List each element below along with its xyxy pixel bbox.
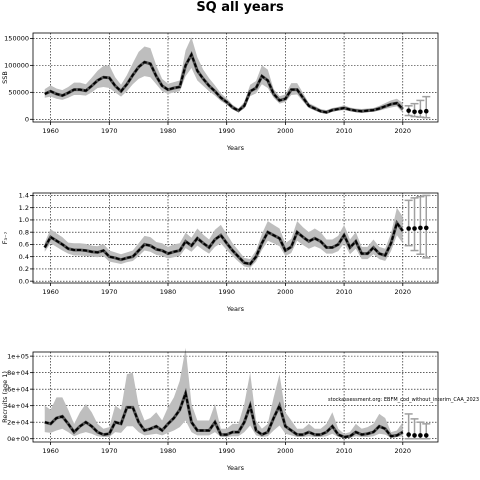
- ssb-xaxis-title: Years: [226, 144, 245, 152]
- ssb-confidence-band: [44, 37, 403, 114]
- rec-xtick-label: 2000: [277, 447, 294, 455]
- f-ytick-label: 0.4: [19, 253, 29, 261]
- rec-xtick-label: 2020: [395, 447, 412, 455]
- f-ytick-label: 1.2: [19, 204, 29, 212]
- rec-ytick-label: 1e+05: [7, 352, 29, 360]
- ssb-forecast-point: [423, 108, 429, 114]
- ssb-xtick-label: 2020: [395, 127, 412, 135]
- f-yaxis-title: F₃₋₇: [1, 231, 9, 244]
- ssb-forecast-point: [412, 109, 417, 115]
- rec-xtick-label: 1980: [160, 447, 177, 455]
- f-forecast-point: [412, 226, 417, 231]
- f-estimate-line: [43, 220, 404, 266]
- f-xtick-label: 2010: [336, 288, 353, 296]
- ssb-xtick-label: 1980: [160, 127, 177, 135]
- ssb-ytick-label: 50000: [8, 89, 29, 97]
- rec-xaxis-title: Years: [226, 464, 245, 472]
- rec-xtick-label: 1970: [101, 447, 118, 455]
- f-ytick-label: 0.8: [19, 228, 29, 236]
- f-plot-frame: [32, 192, 439, 284]
- f-xtick-label: 1970: [101, 288, 118, 296]
- page-title: SQ all years: [196, 0, 284, 15]
- f-forecast-point: [418, 225, 423, 231]
- ssb-xtick-label: 1960: [42, 127, 59, 135]
- recruitment-panel: 1960 1970 1980 1990 2000 2010 2020 0e+00 2e+04 4e…: [1, 347, 439, 472]
- rec-ytick-label: 4e+04: [7, 402, 29, 410]
- f-xaxis-title: Years: [226, 305, 245, 313]
- f-ytick-label: 1.0: [19, 216, 29, 224]
- f-ytick-label: 0.6: [19, 241, 29, 249]
- rec-xtick-label: 1990: [218, 447, 235, 455]
- ssb-ytick-label: 0: [25, 116, 29, 124]
- rec-ytick-label: 0e+00: [7, 435, 29, 443]
- rec-ytick-label: 8e+04: [7, 369, 29, 377]
- f-xtick-label: 1960: [42, 288, 59, 296]
- ssb-plot-frame: [32, 32, 439, 123]
- ssb-ytick-label: 100000: [4, 62, 29, 70]
- rec-forecast-point: [412, 433, 417, 438]
- rec-forecast-point: [406, 432, 411, 437]
- ssb-forecast-point: [406, 108, 411, 113]
- rec-xtick-label: 2010: [336, 447, 353, 455]
- rec-ytick-label: 2e+04: [7, 418, 29, 426]
- f-ytick-label: 0.2: [19, 265, 29, 273]
- rec-forecast-point: [418, 433, 423, 438]
- ssb-estimate-line: [44, 52, 404, 114]
- ssb-xtick-label: 1970: [101, 127, 118, 135]
- f-xtick-label: 1980: [160, 288, 177, 296]
- ssb-forecast-point: [418, 109, 423, 115]
- rec-xtick-label: 1960: [42, 447, 59, 455]
- f-xtick-label: 2020: [395, 288, 412, 296]
- f-forecast-point: [406, 226, 411, 231]
- watermark-text: stockassessment.org: EBFM_cod_without_in…: [328, 397, 479, 403]
- ssb-xtick-label: 2010: [336, 127, 353, 135]
- ssb-yaxis-title: SSB: [1, 71, 9, 84]
- rec-plot-frame: [32, 351, 439, 443]
- fishing-mortality-panel: 1960 1970 1980 1990 2000 2010 2020 0.0 0.2 0.4 0.6…: [1, 192, 439, 313]
- rec-yaxis-title: Recruits (age 1): [1, 371, 9, 423]
- ssb-ytick-label: 150000: [4, 35, 29, 43]
- f-ytick-label: 1.4: [19, 192, 29, 200]
- f-xtick-label: 1990: [218, 288, 235, 296]
- rec-confidence-band: [44, 347, 403, 438]
- rec-estimate-line: [44, 389, 404, 439]
- rec-ytick-label: 6e+04: [7, 385, 29, 393]
- f-ytick-label: 0.0: [19, 277, 29, 285]
- f-xtick-label: 2000: [277, 288, 294, 296]
- ssb-panel: 1960 1970 1980 1990 2000 2010 2020 0 50000 100000…: [1, 32, 439, 152]
- ssb-xtick-label: 2000: [277, 127, 294, 135]
- rec-forecast-point: [423, 433, 429, 438]
- f-forecast-point: [423, 225, 429, 231]
- ssb-xtick-label: 1990: [218, 127, 235, 135]
